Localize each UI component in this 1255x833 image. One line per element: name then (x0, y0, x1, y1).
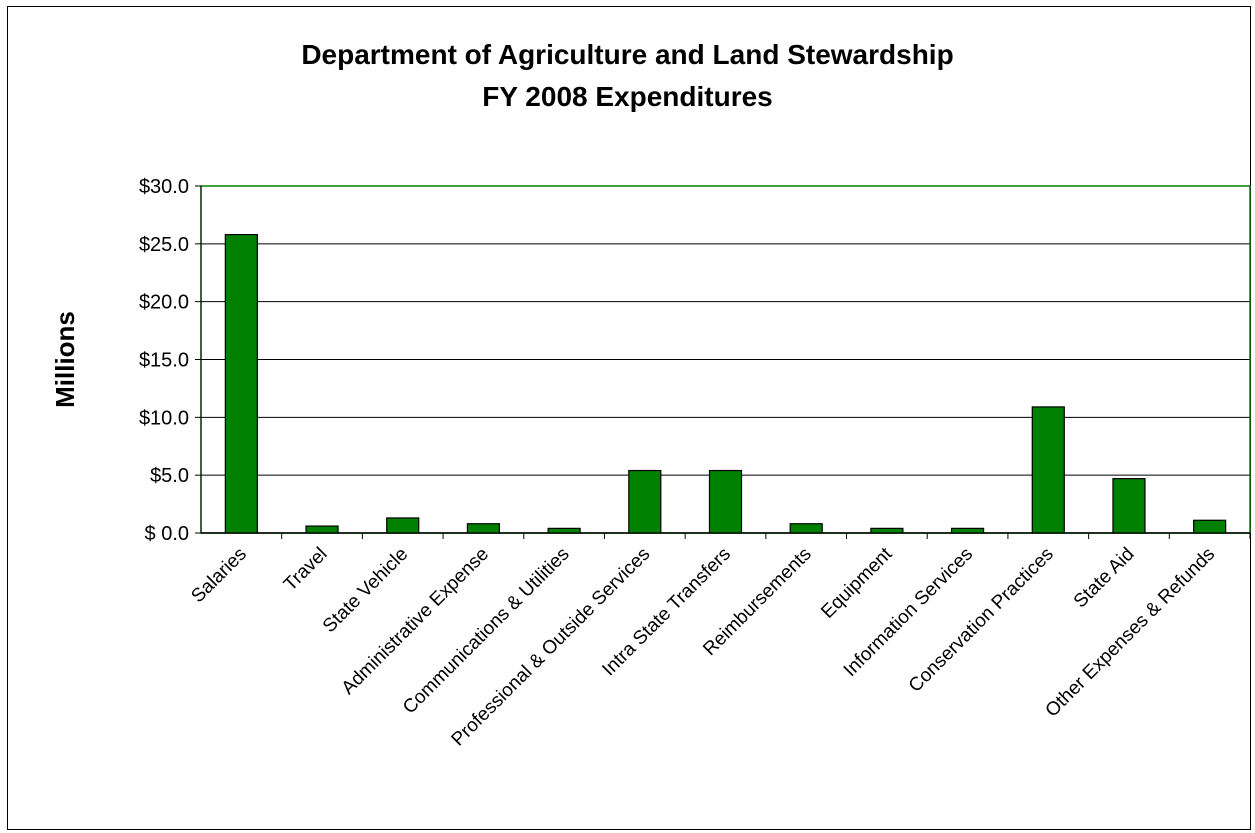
bar (870, 527, 904, 534)
x-tick-label: Other Expenses & Refunds (1042, 544, 1220, 722)
y-tick-label: $30.0 (139, 176, 189, 198)
y-tick-label: $ 0.0 (145, 523, 189, 545)
x-tick-label: Communications & Utilities (399, 544, 574, 719)
bar (950, 527, 985, 534)
chart-subtitle: FY 2008 Expenditures (482, 81, 773, 112)
y-tick-label: $25.0 (139, 234, 189, 256)
bar (305, 525, 339, 534)
y-axis-label: Millions (50, 311, 80, 408)
bar (789, 523, 823, 534)
bar (1193, 519, 1227, 534)
y-tick-label: $20.0 (139, 292, 189, 314)
bar (1031, 406, 1065, 534)
x-tick-label: Conservation Practices (905, 544, 1058, 697)
bar (547, 527, 581, 534)
bar (386, 517, 420, 534)
x-tick-label: Travel (280, 544, 332, 596)
bar (628, 469, 662, 534)
y-tick-label: $15.0 (139, 350, 189, 372)
bar (466, 523, 501, 534)
x-tick-label: Administrative Expense (338, 544, 493, 699)
y-tick-label: $5.0 (150, 465, 189, 487)
bar (224, 233, 258, 534)
bar (708, 469, 743, 534)
x-tick-label: Salaries (187, 544, 250, 607)
x-tick-label: State Aid (1070, 544, 1139, 613)
y-tick-label: $10.0 (139, 407, 189, 429)
chart-title: Department of Agriculture and Land Stewa… (301, 39, 954, 70)
x-tick-label: Equipment (817, 543, 897, 623)
bar (1112, 478, 1146, 534)
